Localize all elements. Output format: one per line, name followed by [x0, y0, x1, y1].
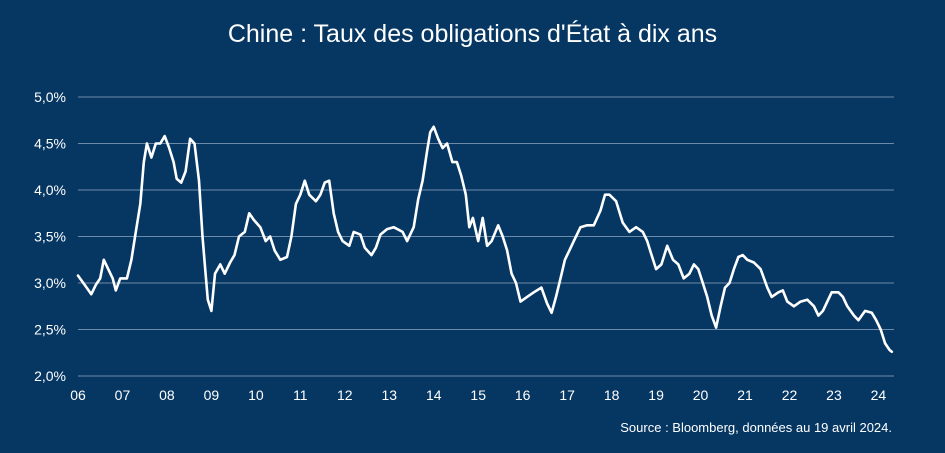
x-tick-label: 14	[426, 387, 442, 403]
x-tick-label: 08	[159, 387, 175, 403]
x-tick-label: 07	[115, 387, 131, 403]
x-tick-label: 10	[248, 387, 264, 403]
x-tick-label: 13	[381, 387, 397, 403]
x-tick-label: 06	[70, 387, 86, 403]
x-tick-label: 15	[470, 387, 486, 403]
x-tick-label: 23	[826, 387, 842, 403]
x-tick-label: 18	[604, 387, 620, 403]
x-tick-label: 09	[204, 387, 220, 403]
y-tick-label: 2,0%	[34, 368, 66, 384]
x-tick-label: 21	[737, 387, 753, 403]
y-tick-label: 5,0%	[34, 89, 66, 105]
y-tick-label: 3,5%	[34, 229, 66, 245]
y-axis-ticks: 2,0% 2,5% 3,0% 3,5% 4,0% 4,5% 5,0%	[34, 89, 66, 384]
x-tick-label: 22	[782, 387, 798, 403]
x-tick-label: 19	[648, 387, 664, 403]
x-tick-label: 11	[293, 387, 308, 403]
chart-source-note: Source : Bloomberg, données au 19 avril …	[620, 420, 892, 435]
series-layer	[76, 125, 894, 354]
x-tick-label: 16	[515, 387, 531, 403]
series-line-0	[76, 125, 894, 354]
x-axis-ticks: 06 07 08 09 10 11 12 13 14 15 16 17 18 19 20 21 22 23 24	[70, 387, 886, 403]
y-tick-label: 4,5%	[34, 136, 66, 152]
x-tick-label: 24	[871, 387, 887, 403]
x-tick-label: 17	[559, 387, 575, 403]
x-tick-label: 20	[693, 387, 709, 403]
y-tick-label: 4,0%	[34, 182, 66, 198]
y-tick-label: 2,5%	[34, 322, 66, 338]
x-tick-label: 12	[337, 387, 353, 403]
y-tick-label: 3,0%	[34, 275, 66, 291]
chart-title: Chine : Taux des obligations d'État à di…	[227, 20, 718, 48]
